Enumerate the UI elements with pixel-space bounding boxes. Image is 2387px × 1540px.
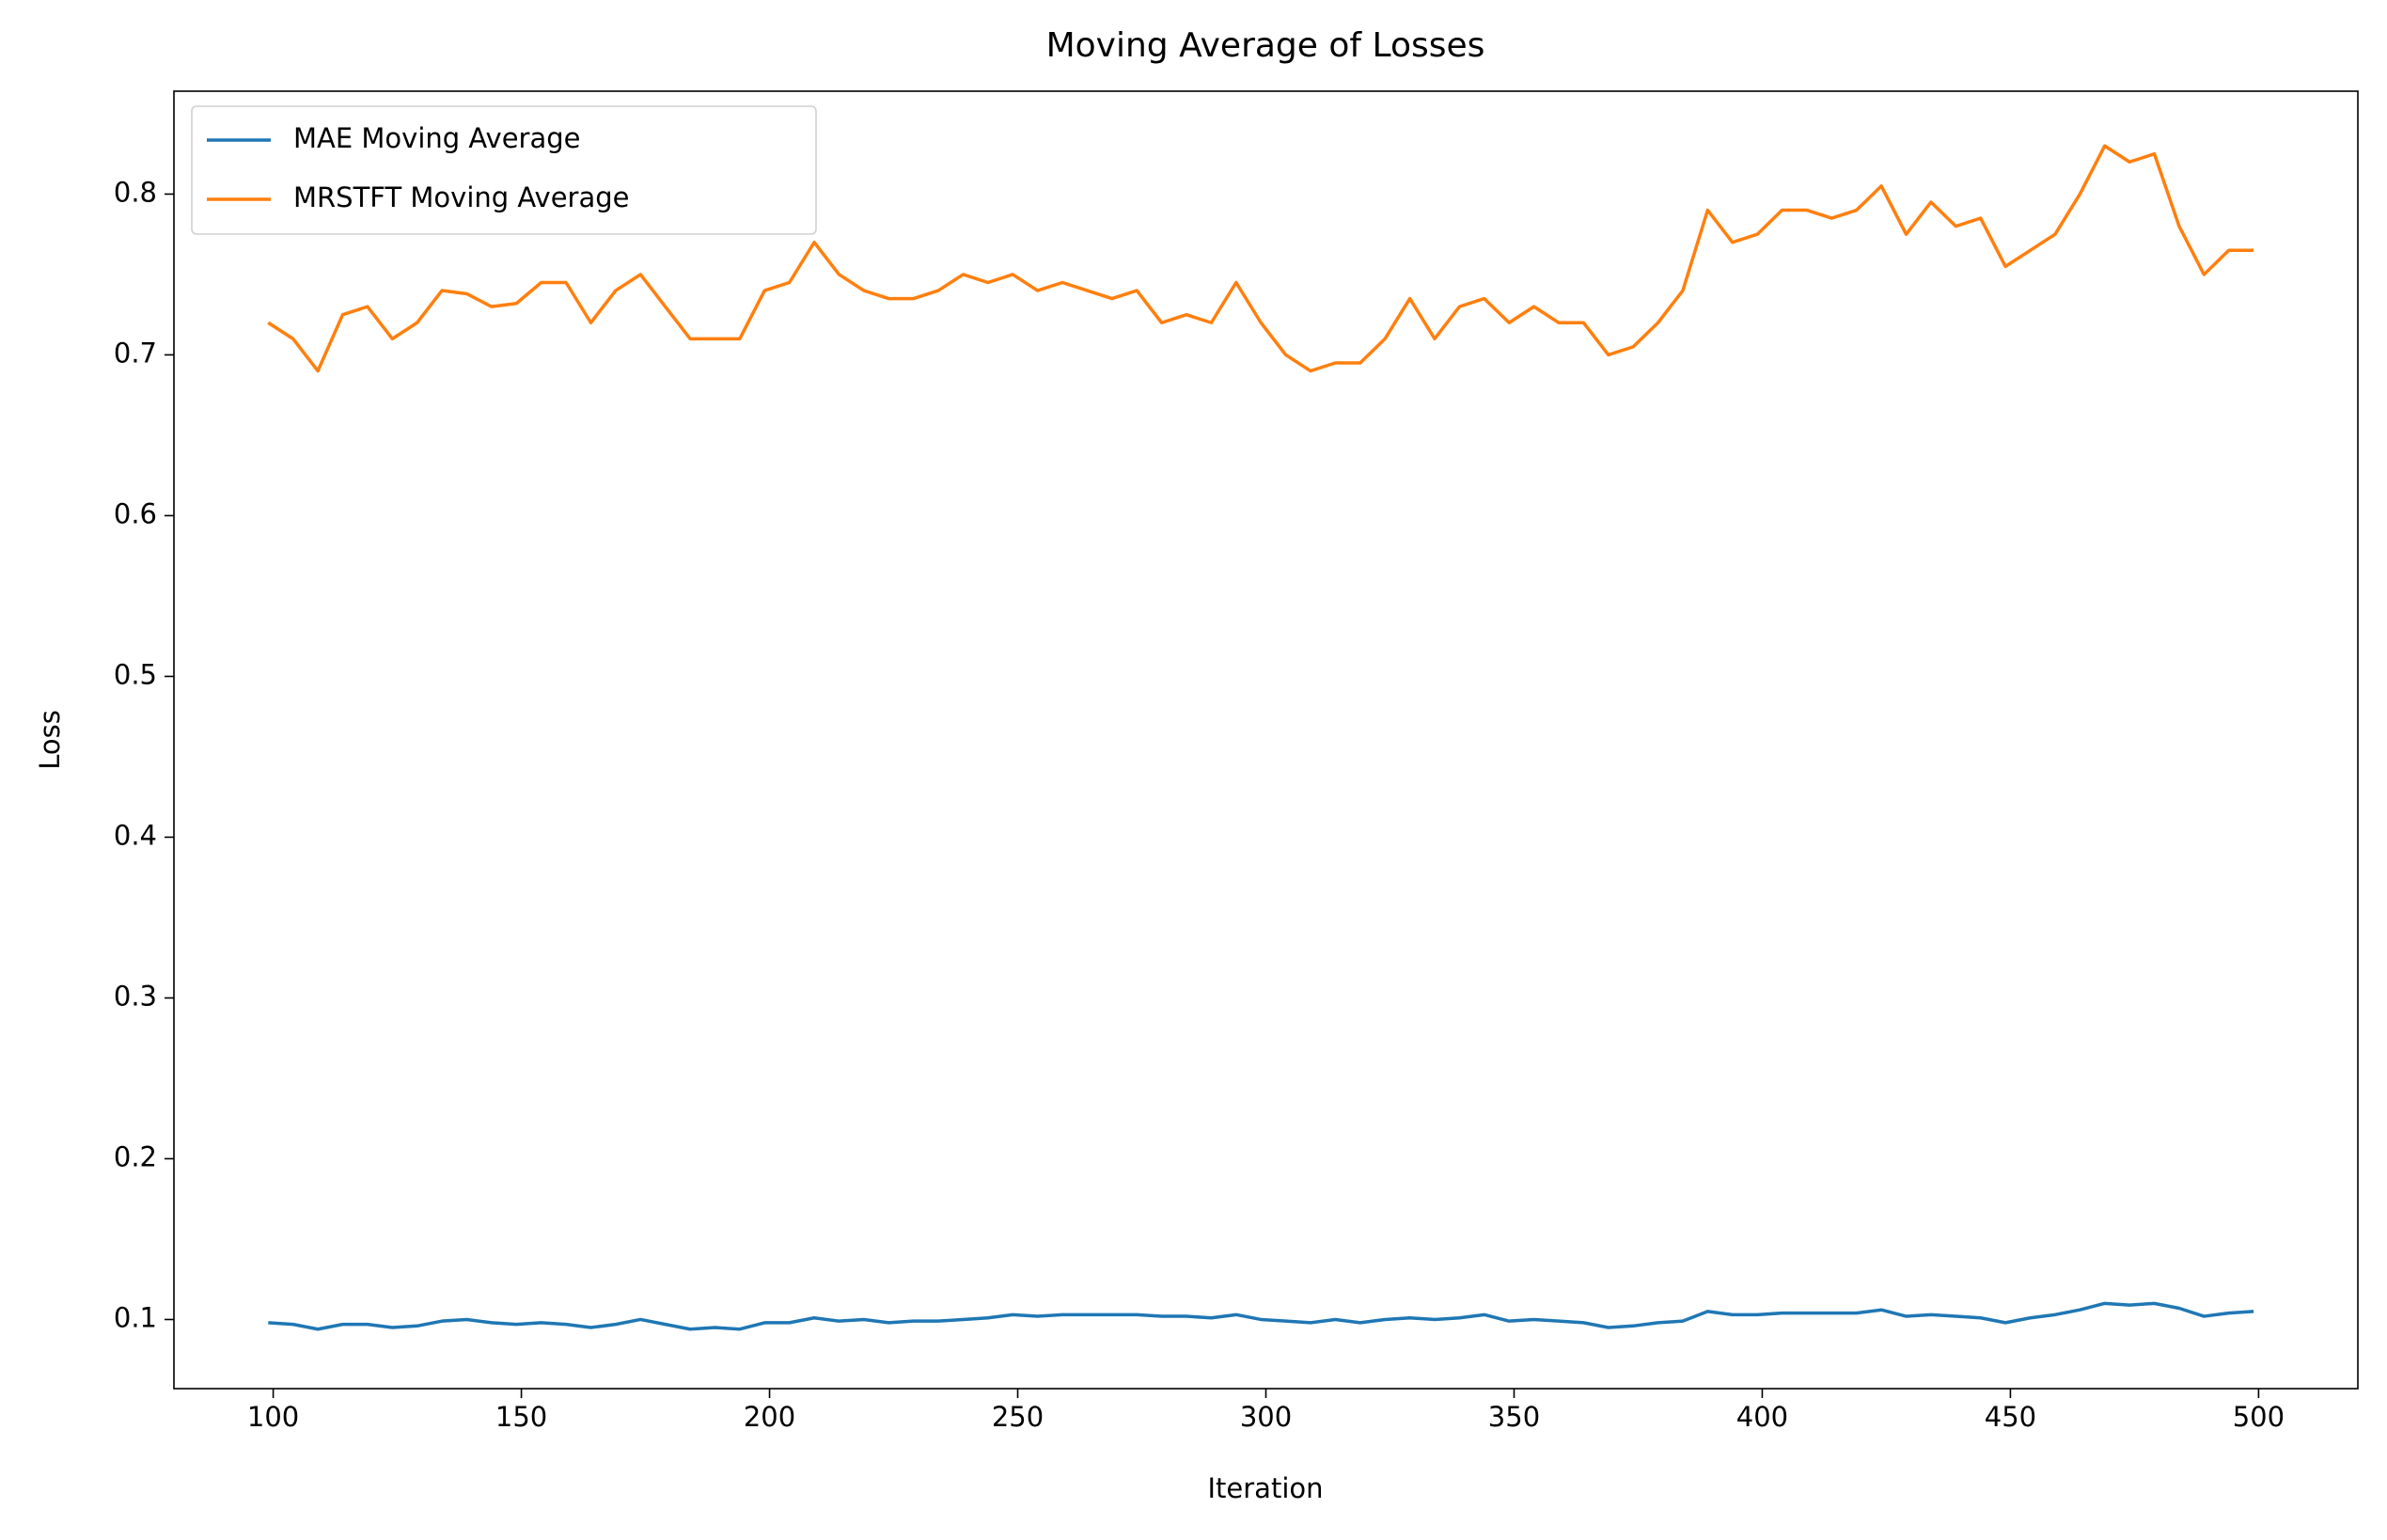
data-line [267, 144, 2254, 373]
x-tick-label: 400 [1736, 1401, 1788, 1433]
x-tick-label: 100 [247, 1401, 299, 1433]
y-tick-label: 0.1 [114, 1301, 157, 1333]
y-tick-label: 0.5 [114, 658, 157, 690]
y-tick-label: 0.3 [114, 980, 157, 1012]
legend-label: MAE Moving Average [293, 122, 580, 154]
x-tick-label: 350 [1488, 1401, 1540, 1433]
x-tick-label: 150 [495, 1401, 547, 1433]
y-tick-label: 0.6 [114, 497, 157, 529]
x-tick-label: 250 [992, 1401, 1044, 1433]
y-tick-label: 0.2 [114, 1140, 157, 1172]
chart-title: Moving Average of Losses [1046, 26, 1485, 65]
x-tick-label: 500 [2233, 1401, 2285, 1433]
legend-box [191, 105, 817, 235]
y-tick-label: 0.8 [114, 176, 157, 208]
x-axis-label: Iteration [1207, 1472, 1323, 1504]
x-tick-label: 200 [744, 1401, 795, 1433]
data-line [268, 1301, 2254, 1331]
y-tick-label: 0.7 [114, 337, 157, 369]
x-tick-label: 300 [1240, 1401, 1292, 1433]
plot-frame [173, 90, 2359, 1390]
x-tick-label: 450 [1985, 1401, 2036, 1433]
y-tick-label: 0.4 [114, 819, 157, 851]
y-axis-label: Loss [34, 710, 66, 770]
legend-label: MRSTFT Moving Average [293, 181, 629, 213]
